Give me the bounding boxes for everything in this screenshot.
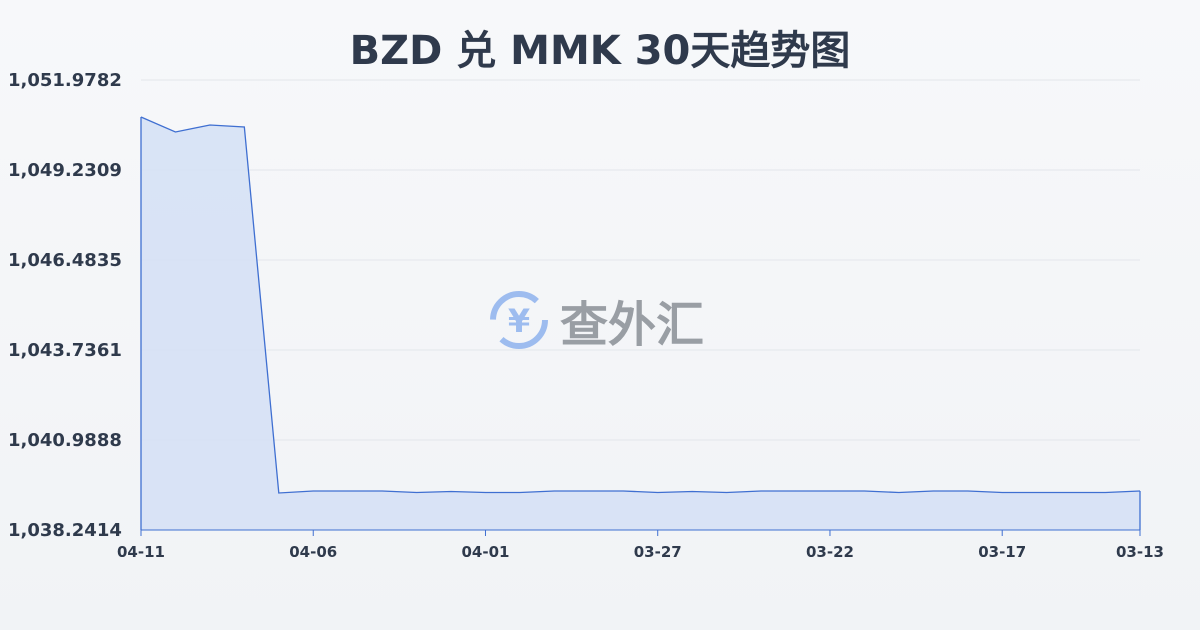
x-tick-label: 03-22 [806,543,854,561]
chart-title: BZD 兑 MMK 30天趋势图 [349,28,851,74]
x-tick-label: 03-13 [1116,543,1164,561]
yen-exchange-icon: ¥ [490,291,548,349]
y-tick-label: 1,040.9888 [8,430,122,451]
x-tick-label: 03-17 [978,543,1026,561]
y-tick-label: 1,049.2309 [8,160,122,181]
area-fill [141,116,1140,530]
watermark-text: 查外汇 [560,297,705,353]
y-tick-label: 1,043.7361 [8,340,122,361]
x-tick-label: 03-27 [634,543,682,561]
y-tick-label: 1,038.2414 [8,520,122,541]
x-tick-label: 04-06 [289,543,337,561]
series-line [140,116,1141,494]
x-tick-label: 04-11 [117,543,165,561]
x-tick-label: 04-01 [461,543,509,561]
svg-text:¥: ¥ [508,302,530,340]
y-tick-label: 1,051.9782 [8,70,122,91]
y-tick-label: 1,046.4835 [8,250,122,271]
watermark: ¥ 查外汇 [488,285,704,355]
